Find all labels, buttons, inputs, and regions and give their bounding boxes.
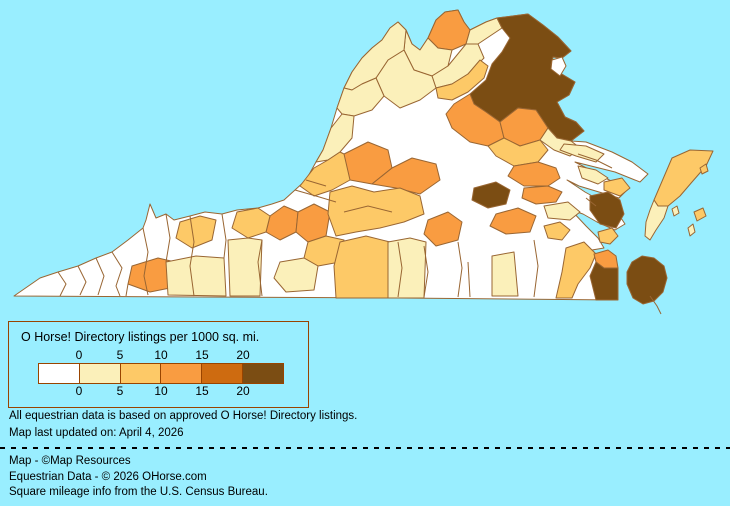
legend-ticks-bottom: 0 5 10 15 20 <box>38 384 284 399</box>
map-region-hamptonroads-brown-1 <box>589 261 619 301</box>
legend-ramp-wrap: 0 5 10 15 20 0 5 10 15 20 <box>38 348 284 399</box>
county-boundary-line-4 <box>257 239 263 297</box>
map-region-island-3 <box>687 223 696 237</box>
credit-map-resources: Map - ©Map Resources <box>9 455 131 467</box>
map-region-eastern-shore-south <box>644 199 669 241</box>
map-region-southside-pale-1 <box>273 257 319 293</box>
county-boundary-line-0 <box>142 227 149 296</box>
legend-tick-label: 20 <box>236 348 250 362</box>
map-region-tidewater-gold-1 <box>597 227 619 245</box>
map-legend: O Horse! Directory listings per 1000 sq.… <box>8 321 309 408</box>
map-region-piedmont-orange-4 <box>521 185 563 205</box>
map-region-sw-pale-2 <box>227 237 263 297</box>
map-region-tidewater-pale-1 <box>543 201 581 221</box>
map-region-tidewater-brown-1 <box>589 191 625 229</box>
legend-ramp-swatch-1 <box>78 364 120 383</box>
legend-color-ramp <box>38 363 284 384</box>
map-region-neck-pale-1 <box>559 143 605 163</box>
map-region-richmond-brown-1 <box>471 181 511 209</box>
map-region-southside-pale-3 <box>491 251 519 297</box>
legend-title: O Horse! Directory listings per 1000 sq.… <box>21 330 260 344</box>
county-boundary-line-18 <box>577 153 613 169</box>
legend-ramp-swatch-5 <box>242 364 283 383</box>
legend-tick-label: 5 <box>116 348 124 362</box>
virginia-map-svg <box>13 9 714 315</box>
county-boundary-line-13 <box>397 241 403 298</box>
credit-equestrian-data: Equestrian Data - © 2026 OHorse.com <box>9 470 207 483</box>
map-region-piedmont-gold-1 <box>487 137 549 167</box>
map-region-hamptonroads-gold-1 <box>555 241 597 299</box>
legend-tick-label: 10 <box>154 384 168 398</box>
map-region-nova-white-notch <box>550 56 567 77</box>
map-region-sw-gold-1 <box>175 215 217 249</box>
map-credits: Map - ©Map Resources Equestrian Data - ©… <box>9 454 268 501</box>
map-region-sw-pale-1 <box>165 255 227 297</box>
map-region-island-1 <box>693 207 707 222</box>
county-boundary-line-16 <box>533 239 539 298</box>
legend-tick-label: 0 <box>75 348 83 362</box>
county-boundary-line-15 <box>457 241 463 298</box>
legend-tick-label: 5 <box>116 384 124 398</box>
county-boundary-line-7 <box>77 265 87 296</box>
map-region-southside-gold-2 <box>333 235 391 299</box>
legend-ramp-swatch-3 <box>160 364 202 383</box>
map-region-piedmont-orange-3 <box>507 161 561 187</box>
map-region-neck-gold-1 <box>603 177 631 197</box>
county-boundary-line-2 <box>189 215 195 297</box>
county-boundary-line-6 <box>95 257 105 296</box>
map-region-nw-gold-1 <box>435 59 489 101</box>
map-region-beach-brown-blob <box>626 255 668 305</box>
county-boundary-line-12 <box>343 205 393 213</box>
legend-ramp-swatch-2 <box>119 364 161 383</box>
county-boundary-line-5 <box>111 251 123 297</box>
map-region-neck-pale-2 <box>577 165 609 185</box>
county-boundary-line-10 <box>294 189 337 203</box>
map-region-southside-orange-2 <box>489 207 537 235</box>
county-boundary-line-17 <box>467 261 471 298</box>
county-boundary-line-11 <box>305 179 327 187</box>
credit-square-mileage: Square mileage info from the U.S. Census… <box>9 486 268 498</box>
map-region-eastern-shore-north <box>653 149 714 207</box>
map-region-nova-brown-cluster <box>469 13 585 142</box>
legend-tick-label: 15 <box>195 384 209 398</box>
map-region-valley-gold-1 <box>299 151 351 197</box>
county-boundary-line-3 <box>221 213 227 259</box>
legend-tick-label: 15 <box>195 348 209 362</box>
map-region-southside-orange-1 <box>423 211 463 247</box>
legend-ramp-swatch-0 <box>39 364 79 383</box>
map-region-southside-pale-2 <box>387 237 427 299</box>
legend-ticks-top: 0 5 10 15 20 <box>38 348 284 363</box>
county-boundary-line-20 <box>649 295 662 315</box>
county-boundary-line-1 <box>165 213 171 263</box>
legend-ramp-swatch-4 <box>201 364 243 383</box>
map-region-island-2 <box>671 205 680 217</box>
county-boundary-line-9 <box>125 283 129 297</box>
map-region-southside-gold-3 <box>327 185 425 237</box>
dashed-divider <box>0 447 730 449</box>
note-data-source: All equestrian data is based on approved… <box>9 410 358 422</box>
map-region-tidewater-gold-2 <box>543 221 571 241</box>
map-region-island-4 <box>699 163 709 175</box>
county-boundary-line-19 <box>585 197 597 207</box>
legend-tick-label: 20 <box>236 384 250 398</box>
county-boundary-line-14 <box>423 245 429 298</box>
legend-tick-label: 0 <box>75 384 83 398</box>
county-boundary-line-8 <box>57 271 67 297</box>
map-notes: All equestrian data is based on approved… <box>9 408 357 442</box>
legend-tick-label: 10 <box>154 348 168 362</box>
note-last-updated: Map last updated on: April 4, 2026 <box>9 427 184 439</box>
